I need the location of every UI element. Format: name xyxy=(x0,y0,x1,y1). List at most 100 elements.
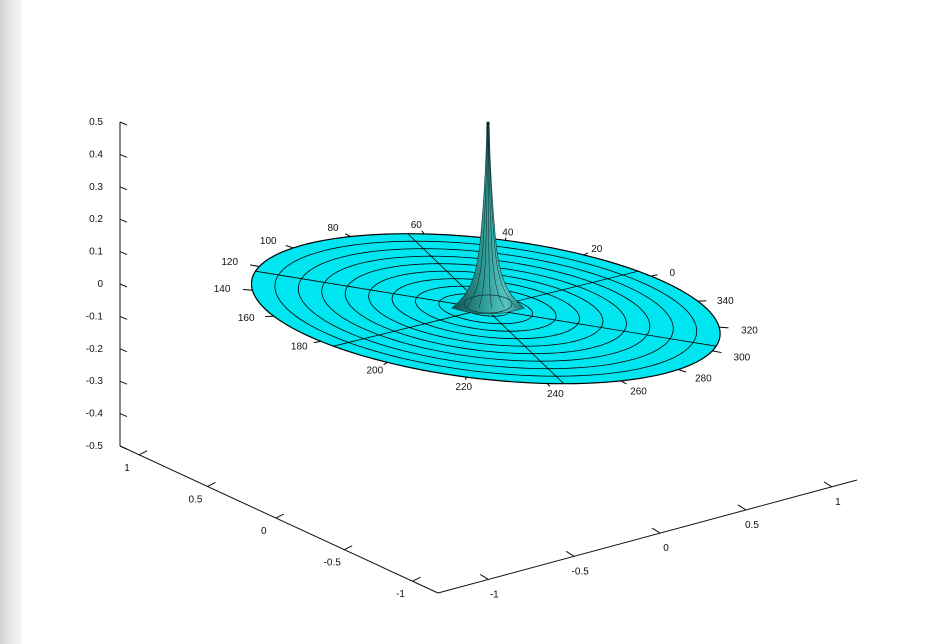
x-axis-tick xyxy=(823,481,833,488)
z-axis-tick-label: 0 xyxy=(97,279,103,290)
angle-tick xyxy=(421,230,425,235)
disk-spoke xyxy=(491,314,565,384)
z-axis-tick-label: -0.5 xyxy=(86,441,104,452)
peak-meridian xyxy=(487,121,492,309)
disk-spoke xyxy=(497,270,639,307)
z-axis-tick-label: -0.2 xyxy=(86,344,104,355)
y-axis-tick-label: 0.5 xyxy=(188,494,202,505)
y-axis-tick xyxy=(138,450,148,456)
angle-tick xyxy=(712,350,722,354)
x-axis-tick xyxy=(651,527,661,534)
z-axis-tick xyxy=(119,121,128,126)
z-axis-tick-label: 0.2 xyxy=(89,214,103,225)
angle-tick-label: 240 xyxy=(547,389,564,400)
angle-tick xyxy=(678,369,687,373)
peak-meridian xyxy=(488,121,505,309)
disk-spoke xyxy=(333,311,474,347)
x-axis-tick-label: 1 xyxy=(835,497,841,508)
peak-meridian xyxy=(466,121,488,309)
z-axis-tick xyxy=(119,348,128,353)
disk-ring xyxy=(321,255,651,362)
angle-tick-label: 220 xyxy=(455,382,472,393)
angle-tick-label: 200 xyxy=(366,365,383,376)
angle-tick-label: 160 xyxy=(238,313,255,324)
z-axis-tick-label: 0.4 xyxy=(89,149,103,160)
angle-tick xyxy=(546,383,551,387)
angle-tick xyxy=(285,244,294,249)
y-axis-line xyxy=(119,445,439,594)
z-axis-tick xyxy=(119,283,128,288)
z-axis-tick-label: 0.1 xyxy=(89,247,103,258)
x-axis-tick-label: -0.5 xyxy=(572,566,590,577)
z-axis-tick xyxy=(119,413,128,418)
angle-tick xyxy=(250,264,260,268)
z-axis-tick-label: -0.4 xyxy=(86,409,104,420)
x-axis-tick xyxy=(480,574,489,580)
peak-group xyxy=(451,121,525,315)
disk-ring xyxy=(297,248,674,370)
disk-spoke xyxy=(504,311,717,347)
angle-tick-label: 80 xyxy=(327,223,339,234)
z-axis-tick xyxy=(119,315,128,320)
x-axis-tick-label: 0.5 xyxy=(745,520,759,531)
angle-tick xyxy=(383,362,388,366)
z-axis-tick xyxy=(119,186,128,191)
disk-ring xyxy=(368,270,604,347)
angle-tick-label: 180 xyxy=(291,342,308,353)
y-axis-tick-label: -0.5 xyxy=(324,558,342,569)
z-axis-tick xyxy=(119,380,128,385)
angle-tick-label: 60 xyxy=(411,220,423,231)
angle-tick-label: 40 xyxy=(502,227,514,238)
x-axis-tick xyxy=(737,504,747,511)
x-axis-line xyxy=(437,479,858,594)
angle-tick-label: 0 xyxy=(670,268,676,279)
z-axis-tick xyxy=(119,251,128,256)
z-axis-tick-label: 0.5 xyxy=(89,117,103,128)
z-axis-tick-label: -0.1 xyxy=(86,311,104,322)
disk-ring xyxy=(344,263,627,355)
y-axis-tick-label: 0 xyxy=(261,526,267,537)
y-axis-tick xyxy=(343,545,353,551)
angle-tick xyxy=(650,274,658,277)
y-axis-tick xyxy=(412,576,421,582)
x-axis-tick-label: 0 xyxy=(663,543,669,554)
angle-tick-label: 100 xyxy=(260,236,277,247)
angle-tick xyxy=(344,233,351,237)
peak-meridian xyxy=(488,121,518,309)
peak-base-ring xyxy=(463,294,513,314)
angle-tick xyxy=(620,380,627,385)
angle-tick xyxy=(243,289,253,291)
x-axis-tick xyxy=(565,550,575,557)
y-axis-tick xyxy=(207,481,216,487)
angle-tick xyxy=(465,376,467,380)
z-axis-tick-label: 0.3 xyxy=(89,182,103,193)
z-axis-tick xyxy=(119,153,128,158)
angle-tick-label: 260 xyxy=(630,386,647,397)
angle-tick xyxy=(719,326,729,329)
angle-tick-label: 20 xyxy=(591,244,603,255)
x-axis-tick-label: -1 xyxy=(490,589,499,600)
angle-tick-label: 140 xyxy=(214,284,231,295)
y-axis-tick-label: -1 xyxy=(396,589,405,600)
disk-spoke xyxy=(255,270,468,307)
z-axis-tick-label: -0.3 xyxy=(86,376,104,387)
peak-meridian xyxy=(478,121,488,309)
peak-surface xyxy=(451,121,525,315)
y-axis-tick xyxy=(275,513,285,519)
y-axis-tick-label: 1 xyxy=(124,463,130,474)
axes-group: 0.5 0.4 0.3 0.2 0.1 0 -0.1 -0.2 -0.3 -0.4 -0.5 -1 -0… xyxy=(86,117,858,600)
disk-ring xyxy=(274,240,698,377)
angle-tick-label: 280 xyxy=(695,373,712,384)
angle-labels-group: 0 20 40 60 80 100 120 140 160 180 200 220 240 260 280 3… xyxy=(214,220,759,400)
window-side-strip xyxy=(0,0,22,644)
angle-tick-label: 120 xyxy=(221,257,238,268)
angle-tick xyxy=(504,237,507,241)
angle-tick xyxy=(314,340,321,344)
angle-tick-label: 300 xyxy=(734,352,751,363)
angle-tick-label: 320 xyxy=(741,326,758,337)
angle-tick-label: 340 xyxy=(717,296,734,307)
z-axis-tick xyxy=(119,218,128,223)
angle-tick xyxy=(583,252,589,256)
